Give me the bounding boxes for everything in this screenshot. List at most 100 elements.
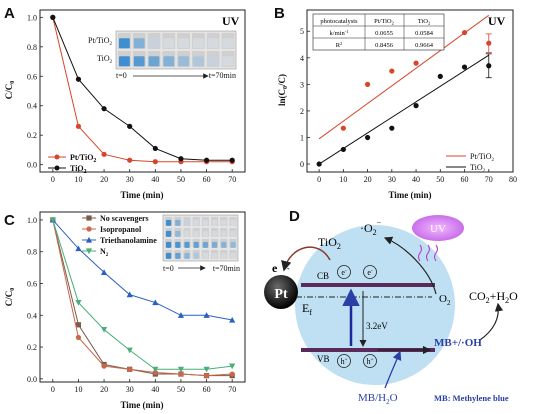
y-tick-label: 1.0 <box>27 216 37 225</box>
data-point <box>101 363 107 369</box>
x-tick-label: 10 <box>74 175 82 184</box>
data-point <box>461 29 468 36</box>
x-tick-label: 70 <box>228 175 236 184</box>
panel-c: C 0 10 20 30 40 50 60 70 0.0 0.2 0.4 0.6 0.8 1.0 Time… <box>4 211 246 410</box>
y-tick-label: 4 <box>300 54 304 63</box>
panel-d: D Pt e - TiO2 CB Ef VB e- e- h+ h+ <box>264 208 518 406</box>
uv-annotation-a: UV <box>222 14 240 28</box>
rate-table-b: photocatalysts Pt/TiO2 TiO2 k/min-1 0.06… <box>312 13 445 51</box>
data-point <box>127 123 133 129</box>
electron-label: e <box>272 261 278 275</box>
y-tick-label: 0.8 <box>27 43 37 52</box>
data-point <box>152 145 158 152</box>
legend-marker <box>85 236 93 243</box>
legend-label: N2 <box>100 247 109 258</box>
data-point <box>340 125 346 131</box>
data-point <box>364 81 371 87</box>
legend-c: No scavengers Isopropanol Triethanolamine N… <box>82 214 157 258</box>
y-tick-label: 1.0 <box>27 13 37 22</box>
mineralization-arrow <box>479 302 504 341</box>
plot-frame-c <box>39 211 246 383</box>
x-tick-label: 0 <box>317 175 321 184</box>
x-tick-label: 10 <box>74 385 82 394</box>
panel-letter-a: A <box>4 5 15 22</box>
series-c <box>49 216 236 379</box>
y-axis-label-c: C/C0 <box>4 288 16 307</box>
data-point <box>75 334 82 341</box>
inset-end-c: t=70min <box>213 264 240 273</box>
uv-annotation-b: UV <box>488 14 506 28</box>
inset-start-c: t=0 <box>163 264 174 273</box>
mb-feed-arrow <box>384 350 402 389</box>
x-tick-label: 50 <box>177 175 185 184</box>
data-point <box>101 151 107 157</box>
bandgap-label: 3.2eV <box>366 321 388 331</box>
table-header-1: Pt/TiO2 <box>374 18 394 26</box>
data-point <box>101 106 107 112</box>
data-point <box>461 64 468 70</box>
table-row-r2-pt: 0.8456 <box>375 42 394 49</box>
series-line <box>52 17 233 161</box>
data-point <box>364 134 371 141</box>
y-tick-label: 0.8 <box>27 248 37 257</box>
inset-end-a: t=70min <box>209 71 236 80</box>
x-tick-label: 30 <box>126 175 134 184</box>
axis-ticks-a: 0 10 20 30 40 50 60 70 0.0 0.2 0.4 0.6 0.8 1.0 <box>27 13 236 184</box>
x-tick-label: 60 <box>203 175 211 184</box>
series-b <box>316 14 492 167</box>
axis-ticks-c: 0 10 20 30 40 50 60 70 0.0 0.2 0.4 0.6 0.8 1.0 <box>27 216 236 394</box>
legend-label-tio2-a: TiO2 <box>70 164 87 175</box>
y-tick-label: 5 <box>300 27 304 36</box>
x-tick-label: 60 <box>461 175 469 184</box>
x-tick-label: 60 <box>203 385 211 394</box>
legend-label-pt-b: Pt/TiO2 <box>470 152 495 163</box>
data-point <box>413 60 419 66</box>
radicals-label: MB+/·OH <box>434 337 482 349</box>
x-axis-label-c: Time (min) <box>120 400 163 410</box>
x-tick-label: 10 <box>339 175 347 184</box>
data-point <box>152 369 158 376</box>
pt-particle <box>264 275 298 309</box>
data-point <box>100 326 108 333</box>
data-point <box>50 14 56 20</box>
data-point <box>316 161 322 167</box>
table-row-k-label: k/min-1 <box>330 29 349 37</box>
legend-marker <box>86 226 92 232</box>
tio2-label: TiO2 <box>318 235 341 251</box>
cb-electrons: e- e- <box>337 265 377 279</box>
axis-ticks-b: 0 10 20 30 40 50 60 70 80 0 1 2 3 4 5 <box>300 27 517 184</box>
legend-b: Pt/TiO2 TiO2 <box>446 152 495 174</box>
inset-row-label-pt: Pt/TiO2 <box>88 36 113 47</box>
panel-letter-c: C <box>4 212 15 229</box>
fit-line <box>318 14 490 140</box>
svg-text:h+: h+ <box>367 357 374 366</box>
legend-label-tio2-b: TiO2 <box>470 163 486 174</box>
data-point <box>413 103 419 109</box>
y-tick-label: 0 <box>300 160 304 169</box>
table-header-0: photocatalysts <box>320 18 358 25</box>
data-point <box>178 156 184 162</box>
data-point <box>203 312 210 318</box>
data-point <box>178 371 184 377</box>
vb-label: VB <box>317 354 330 364</box>
series-a <box>50 14 235 165</box>
data-point <box>75 299 82 306</box>
table-row-k-pt: 0.0655 <box>375 30 393 37</box>
data-point <box>389 125 395 131</box>
data-point <box>437 73 443 79</box>
fermi-level-label: Ef <box>302 301 312 317</box>
data-point <box>229 157 235 163</box>
data-point <box>152 159 158 165</box>
mb-note: MB: Methylene blue <box>434 393 509 403</box>
data-point <box>152 299 159 306</box>
data-point <box>229 363 236 370</box>
conduction-band <box>301 283 435 287</box>
y-tick-label: 0.0 <box>27 375 37 384</box>
data-point <box>127 157 133 163</box>
data-point <box>75 123 82 129</box>
data-point <box>126 347 133 354</box>
fit-line <box>318 54 490 165</box>
data-point <box>229 316 236 323</box>
x-axis-label-b: Time (min) <box>388 190 431 200</box>
